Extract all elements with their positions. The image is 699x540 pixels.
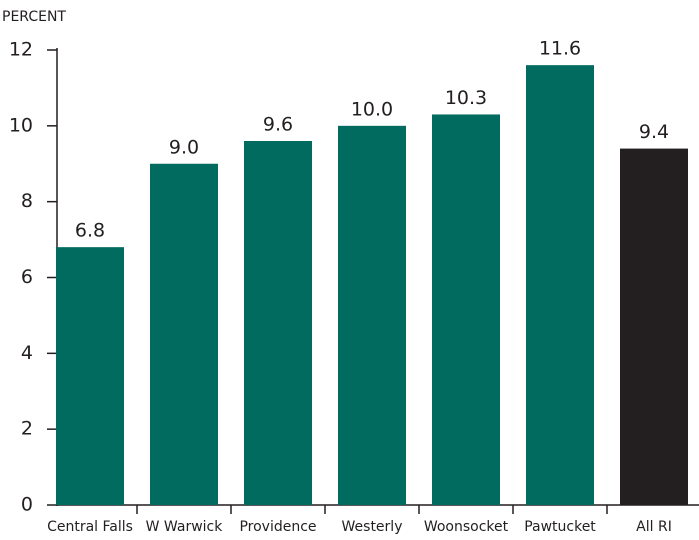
x-tick-label: W Warwick [146, 519, 224, 535]
x-tick-label: Pawtucket [524, 519, 596, 535]
y-tick-label: 2 [21, 418, 33, 440]
y-tick-label: 4 [21, 342, 33, 364]
y-tick-label: 8 [21, 190, 33, 212]
y-tick-label: 12 [9, 39, 33, 61]
bar [56, 247, 124, 505]
x-tick-label: Westerly [342, 519, 403, 535]
x-tick-label: Providence [239, 519, 316, 535]
x-tick-label: Central Falls [47, 519, 133, 535]
value-label: 9.0 [169, 136, 199, 158]
bar [432, 114, 500, 505]
value-label: 11.6 [539, 38, 581, 60]
bar [620, 148, 688, 506]
value-label: 6.8 [75, 220, 105, 242]
value-label: 9.4 [639, 121, 669, 143]
value-label: 10.3 [445, 87, 487, 109]
value-label: 10.0 [351, 98, 393, 120]
y-tick-label: 10 [9, 114, 33, 136]
y-axis-label: PERCENT [2, 9, 66, 25]
bar [244, 141, 312, 505]
x-tick-label: All RI [636, 519, 672, 535]
bar [338, 125, 406, 505]
bar [526, 65, 594, 506]
bar [150, 163, 218, 505]
value-label: 9.6 [263, 114, 293, 136]
y-tick-label: 0 [21, 494, 33, 516]
y-tick-label: 6 [21, 266, 33, 288]
x-tick-label: Woonsocket [424, 519, 509, 535]
